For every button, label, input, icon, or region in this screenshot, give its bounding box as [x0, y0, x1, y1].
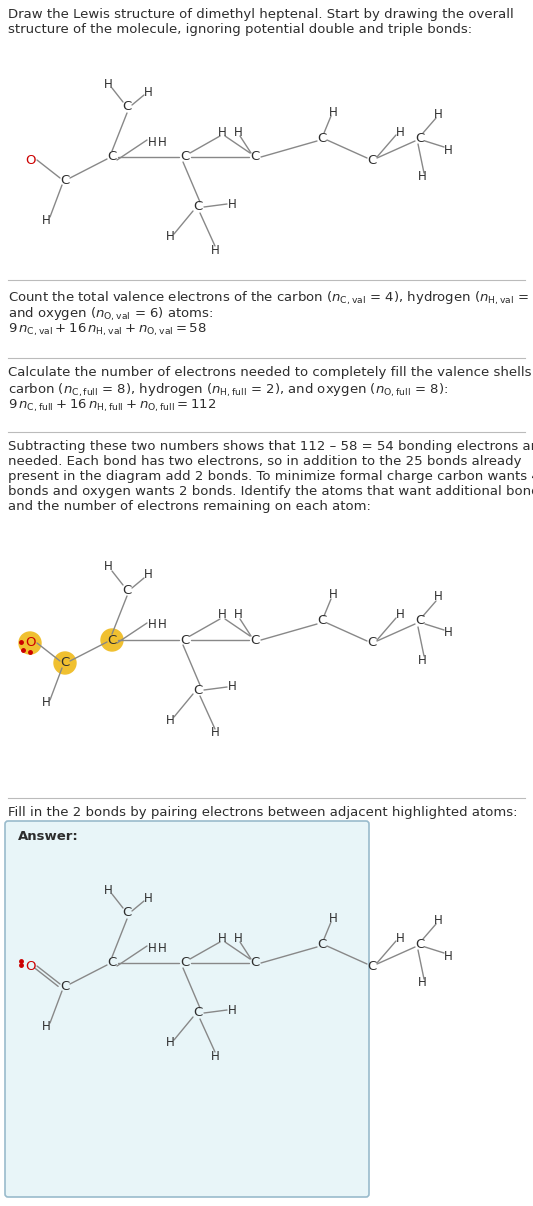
- Text: H: H: [418, 977, 426, 989]
- Text: H: H: [166, 714, 174, 726]
- Text: C: C: [123, 907, 132, 919]
- Text: C: C: [193, 200, 203, 213]
- Text: H: H: [103, 561, 112, 574]
- Text: structure of the molecule, ignoring potential double and triple bonds:: structure of the molecule, ignoring pote…: [8, 23, 472, 36]
- Text: H: H: [217, 931, 227, 944]
- Text: H: H: [158, 619, 166, 632]
- Text: needed. Each bond has two electrons, so in addition to the 25 bonds already: needed. Each bond has two electrons, so …: [8, 455, 521, 468]
- Text: Count the total valence electrons of the carbon ($n_{\mathrm{C,val}}$ = 4), hydr: Count the total valence electrons of the…: [8, 289, 533, 308]
- Text: H: H: [148, 619, 156, 632]
- Text: H: H: [233, 609, 243, 621]
- Text: C: C: [193, 1007, 203, 1019]
- Text: H: H: [434, 591, 442, 603]
- Text: O: O: [25, 153, 35, 166]
- Text: present in the diagram add 2 bonds. To minimize formal charge carbon wants 4: present in the diagram add 2 bonds. To m…: [8, 470, 533, 482]
- Text: H: H: [217, 125, 227, 139]
- Text: H: H: [418, 654, 426, 667]
- Text: H: H: [443, 144, 453, 157]
- Text: H: H: [329, 912, 337, 925]
- Text: Calculate the number of electrons needed to completely fill the valence shells f: Calculate the number of electrons needed…: [8, 365, 533, 379]
- Text: H: H: [434, 107, 442, 121]
- FancyBboxPatch shape: [5, 821, 369, 1198]
- Text: $9\,n_{\mathrm{C,full}} + 16\,n_{\mathrm{H,full}} + n_{\mathrm{O,full}} = 112$: $9\,n_{\mathrm{C,full}} + 16\,n_{\mathrm…: [8, 398, 216, 415]
- Text: C: C: [317, 615, 327, 627]
- Text: C: C: [123, 100, 132, 113]
- Text: C: C: [415, 615, 425, 627]
- Text: C: C: [317, 131, 327, 145]
- Text: C: C: [60, 656, 70, 669]
- Text: C: C: [367, 153, 377, 166]
- Text: H: H: [217, 609, 227, 621]
- Text: C: C: [107, 633, 117, 646]
- Text: H: H: [434, 913, 442, 926]
- Text: C: C: [251, 956, 260, 970]
- Text: C: C: [251, 633, 260, 646]
- Text: H: H: [395, 931, 405, 944]
- Text: H: H: [329, 589, 337, 602]
- Text: H: H: [148, 942, 156, 954]
- Text: bonds and oxygen wants 2 bonds. Identify the atoms that want additional bonds: bonds and oxygen wants 2 bonds. Identify…: [8, 485, 533, 498]
- Circle shape: [101, 630, 123, 651]
- Text: C: C: [180, 956, 190, 970]
- Circle shape: [54, 652, 76, 674]
- Text: $9\,n_{\mathrm{C,val}} + 16\,n_{\mathrm{H,val}} + n_{\mathrm{O,val}} = 58$: $9\,n_{\mathrm{C,val}} + 16\,n_{\mathrm{…: [8, 322, 207, 339]
- Text: C: C: [123, 584, 132, 597]
- Text: C: C: [317, 937, 327, 950]
- Text: H: H: [233, 125, 243, 139]
- Text: C: C: [367, 960, 377, 972]
- Text: H: H: [143, 86, 152, 99]
- Text: and oxygen ($n_{\mathrm{O,val}}$ = 6) atoms:: and oxygen ($n_{\mathrm{O,val}}$ = 6) at…: [8, 306, 213, 323]
- Text: H: H: [211, 244, 220, 257]
- Text: C: C: [60, 174, 70, 187]
- Text: C: C: [193, 684, 203, 697]
- Text: H: H: [228, 198, 236, 211]
- Text: C: C: [180, 633, 190, 646]
- Text: H: H: [148, 135, 156, 148]
- Text: H: H: [42, 213, 51, 227]
- Text: O: O: [25, 637, 35, 650]
- Text: H: H: [418, 170, 426, 183]
- Text: C: C: [251, 151, 260, 164]
- Text: Draw the Lewis structure of dimethyl heptenal. Start by drawing the overall: Draw the Lewis structure of dimethyl hep…: [8, 8, 514, 21]
- Text: C: C: [107, 956, 117, 970]
- Text: H: H: [42, 697, 51, 709]
- Text: H: H: [395, 125, 405, 139]
- Text: H: H: [228, 680, 236, 693]
- Text: and the number of electrons remaining on each atom:: and the number of electrons remaining on…: [8, 500, 371, 513]
- Text: Answer:: Answer:: [18, 830, 79, 843]
- Text: H: H: [103, 77, 112, 90]
- Text: H: H: [329, 105, 337, 118]
- Text: C: C: [180, 151, 190, 164]
- Text: H: H: [158, 135, 166, 148]
- Text: H: H: [42, 1019, 51, 1032]
- Text: H: H: [211, 1049, 220, 1062]
- Text: H: H: [211, 726, 220, 739]
- Text: H: H: [395, 609, 405, 621]
- Text: O: O: [25, 960, 35, 972]
- Text: H: H: [233, 931, 243, 944]
- Text: H: H: [166, 1036, 174, 1049]
- Text: C: C: [107, 151, 117, 164]
- Text: H: H: [103, 884, 112, 896]
- Text: carbon ($n_{\mathrm{C,full}}$ = 8), hydrogen ($n_{\mathrm{H,full}}$ = 2), and ox: carbon ($n_{\mathrm{C,full}}$ = 8), hydr…: [8, 382, 448, 399]
- Text: C: C: [415, 937, 425, 950]
- Text: H: H: [166, 230, 174, 244]
- Text: H: H: [143, 891, 152, 904]
- Text: H: H: [443, 949, 453, 962]
- Text: C: C: [415, 131, 425, 145]
- Text: H: H: [228, 1003, 236, 1017]
- Text: Fill in the 2 bonds by pairing electrons between adjacent highlighted atoms:: Fill in the 2 bonds by pairing electrons…: [8, 806, 518, 819]
- Text: Subtracting these two numbers shows that 112 – 58 = 54 bonding electrons are: Subtracting these two numbers shows that…: [8, 440, 533, 453]
- Text: H: H: [443, 626, 453, 639]
- Text: H: H: [143, 568, 152, 581]
- Text: C: C: [367, 637, 377, 650]
- Text: C: C: [60, 979, 70, 993]
- Circle shape: [19, 632, 41, 654]
- Text: H: H: [158, 942, 166, 954]
